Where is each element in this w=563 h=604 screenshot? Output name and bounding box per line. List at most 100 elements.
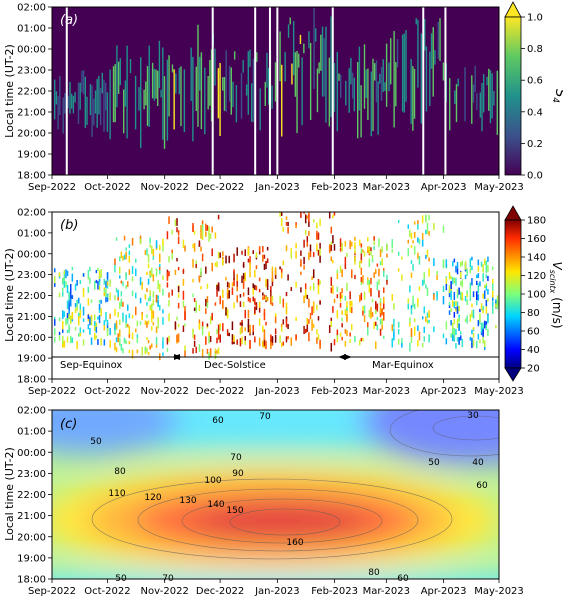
vscintx-mark: [247, 324, 250, 333]
s4-mark: [116, 45, 118, 108]
vscintx-mark: [106, 293, 109, 302]
vscintx-mark: [247, 247, 250, 256]
vscintx-mark: [285, 292, 288, 297]
vscintx-mark: [341, 317, 343, 322]
vscintx-mark: [381, 258, 383, 266]
vscintx-mark: [487, 298, 489, 302]
vscintx-mark: [383, 300, 385, 310]
contour-label: 90: [232, 469, 244, 479]
vscintx-mark: [66, 300, 69, 310]
vscintx-mark: [128, 269, 131, 275]
vscintx-mark: [336, 335, 339, 343]
vscintx-mark: [217, 251, 220, 259]
vscintx-mark: [332, 214, 334, 219]
vscintx-mark: [109, 279, 111, 287]
vscintx-mark: [119, 337, 121, 346]
vscintx-mark: [285, 302, 288, 311]
vscintx-mark: [94, 325, 96, 332]
vscintx-mark: [159, 264, 161, 270]
vscintx-mark: [295, 316, 297, 321]
vscintx-mark: [271, 277, 274, 287]
colorbar-tick-label: 140: [527, 253, 546, 264]
vscintx-mark: [287, 274, 289, 281]
vscintx-mark: [485, 324, 488, 331]
s4-mark: [481, 82, 483, 132]
vscintx-mark: [192, 293, 194, 297]
vscintx-mark: [263, 308, 266, 316]
vscintx-mark: [450, 290, 452, 297]
vscintx-mark: [119, 302, 121, 308]
vscintx-mark: [201, 223, 204, 231]
vscintx-mark: [90, 316, 93, 326]
vscintx-mark: [168, 256, 170, 263]
s4-mark: [328, 57, 331, 127]
panel-a-colorbar-scale: [504, 16, 522, 176]
vscintx-mark: [456, 294, 459, 299]
vscintx-mark: [119, 256, 121, 262]
vscintx-mark: [109, 313, 111, 320]
vscintx-mark: [456, 268, 459, 275]
vscintx-mark: [263, 337, 266, 346]
s4-mark: [124, 80, 127, 107]
vscintx-mark: [425, 316, 427, 323]
vscintx-mark: [152, 291, 155, 298]
s4-mark: [259, 88, 261, 131]
vscintx-mark: [368, 284, 371, 293]
vscintx-mark: [222, 258, 224, 266]
vscintx-mark: [58, 317, 61, 322]
vscintx-mark: [459, 271, 462, 279]
vscintx-mark: [445, 338, 448, 345]
vscintx-mark: [375, 268, 377, 274]
vscintx-mark: [496, 301, 499, 310]
s4-mark: [82, 70, 85, 95]
vscintx-mark: [317, 316, 320, 321]
vscintx-mark: [363, 291, 366, 300]
vscintx-mark: [410, 308, 413, 315]
vscintx-mark: [162, 317, 164, 325]
x-tick-label: Dec-2022: [196, 586, 244, 597]
s4-mark: [235, 85, 238, 123]
vscintx-mark: [262, 254, 264, 262]
vscintx-mark: [306, 236, 309, 242]
vscintx-mark: [68, 302, 70, 311]
vscintx-mark: [423, 326, 426, 334]
vscintx-mark: [95, 326, 98, 333]
vscintx-mark: [417, 220, 419, 225]
vscintx-mark: [471, 256, 473, 261]
s4-mark: [471, 75, 473, 124]
vscintx-mark: [417, 237, 419, 243]
s4-mark: [207, 76, 209, 110]
vscintx-mark: [279, 266, 281, 270]
vscintx-mark: [266, 296, 269, 302]
vscintx-mark: [115, 237, 118, 241]
vscintx-mark: [239, 294, 242, 298]
vscintx-mark: [393, 303, 395, 310]
vscintx-mark: [66, 284, 69, 294]
s4-mark: [420, 33, 423, 124]
vscintx-mark: [368, 262, 371, 267]
vscintx-mark: [209, 315, 212, 325]
panel-a-colorbar-ticks: 0.0 0.2 0.4 0.6 0.8 1.0: [521, 13, 543, 182]
vscintx-mark: [123, 254, 126, 260]
vscintx-mark: [367, 247, 369, 253]
vscintx-mark: [114, 258, 116, 265]
vscintx-mark: [458, 317, 460, 323]
vscintx-mark: [79, 303, 82, 313]
y-tick-label: 23:00: [17, 270, 46, 281]
vscintx-mark: [448, 302, 451, 306]
vscintx-mark: [279, 335, 281, 343]
x-tick-label: May-2023: [474, 182, 524, 193]
vscintx-mark: [285, 221, 288, 226]
vscintx-mark: [475, 274, 478, 279]
vscintx-mark: [162, 309, 164, 314]
vscintx-mark: [428, 214, 430, 221]
vscintx-mark: [70, 315, 72, 324]
vscintx-mark: [211, 248, 213, 257]
vscintx-mark: [421, 232, 424, 240]
vscintx-mark: [495, 324, 497, 329]
vscintx-mark: [71, 295, 74, 299]
vscintx-mark: [216, 261, 218, 268]
vscintx-mark: [412, 240, 414, 244]
vscintx-mark: [205, 231, 207, 237]
s4-mark: [198, 56, 201, 91]
